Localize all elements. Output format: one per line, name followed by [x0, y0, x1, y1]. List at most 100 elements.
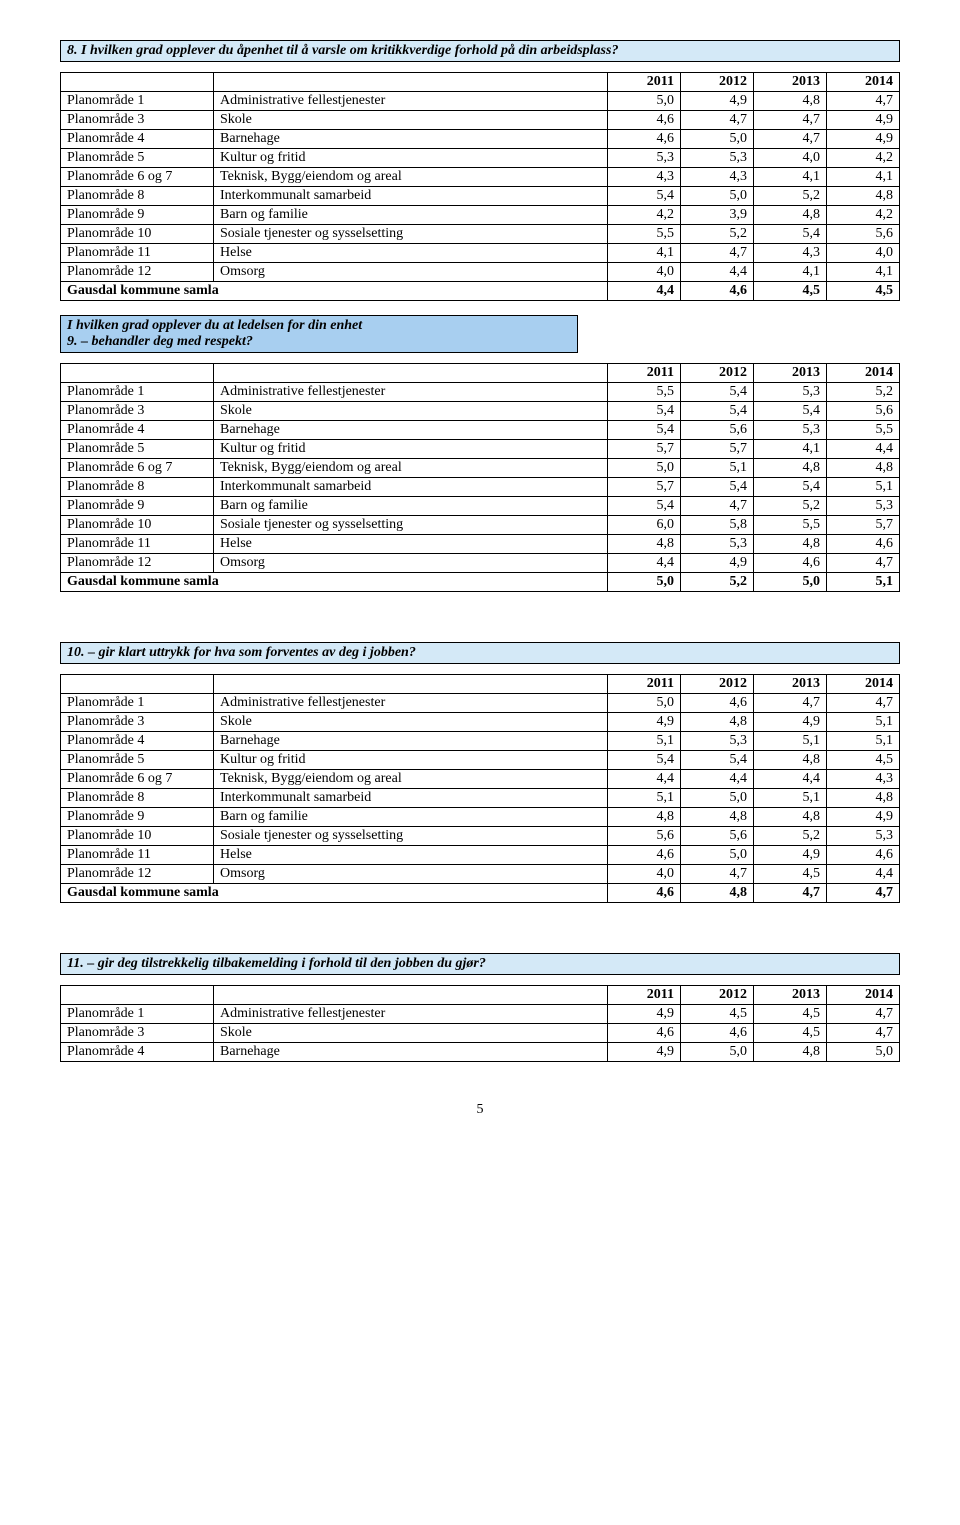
area-key: Planområde 4 — [61, 732, 214, 751]
value-cell: 4,4 — [827, 440, 900, 459]
value-cell: 5,5 — [827, 421, 900, 440]
area-name: Skole — [214, 713, 608, 732]
value-cell: 5,0 — [681, 789, 754, 808]
area-key: Planområde 5 — [61, 149, 214, 168]
value-cell: 5,6 — [827, 402, 900, 421]
value-cell: 4,9 — [608, 1043, 681, 1062]
header-year: 2014 — [827, 675, 900, 694]
table-row: Planområde 9Barn og familie4,23,94,84,2 — [61, 206, 900, 225]
value-cell: 5,5 — [754, 516, 827, 535]
value-cell: 4,7 — [681, 111, 754, 130]
value-cell: 5,4 — [681, 383, 754, 402]
table-q10: 2011 2012 2013 2014 Planområde 1Administ… — [60, 674, 900, 903]
value-cell: 4,6 — [827, 535, 900, 554]
total-value: 4,7 — [754, 884, 827, 903]
table-row: Planområde 3Skole4,94,84,95,1 — [61, 713, 900, 732]
total-row: Gausdal kommune samla4,64,84,74,7 — [61, 884, 900, 903]
area-key: Planområde 3 — [61, 1024, 214, 1043]
value-cell: 5,1 — [827, 478, 900, 497]
value-cell: 5,0 — [681, 846, 754, 865]
header-year: 2013 — [754, 675, 827, 694]
value-cell: 4,9 — [754, 846, 827, 865]
value-cell: 4,3 — [827, 770, 900, 789]
value-cell: 5,4 — [681, 478, 754, 497]
header-year: 2011 — [608, 364, 681, 383]
value-cell: 5,2 — [827, 383, 900, 402]
table-row: Planområde 8Interkommunalt samarbeid5,45… — [61, 187, 900, 206]
value-cell: 4,4 — [827, 865, 900, 884]
value-cell: 4,8 — [754, 206, 827, 225]
area-key: Planområde 11 — [61, 846, 214, 865]
area-key: Planområde 3 — [61, 402, 214, 421]
area-key: Planområde 4 — [61, 421, 214, 440]
value-cell: 5,5 — [608, 383, 681, 402]
value-cell: 4,7 — [827, 694, 900, 713]
table-row: Planområde 11Helse4,65,04,94,6 — [61, 846, 900, 865]
area-name: Teknisk, Bygg/eiendom og areal — [214, 168, 608, 187]
table-row: Planområde 8Interkommunalt samarbeid5,15… — [61, 789, 900, 808]
total-value: 5,2 — [681, 573, 754, 592]
value-cell: 4,1 — [754, 440, 827, 459]
header-empty — [214, 73, 608, 92]
total-value: 4,6 — [681, 282, 754, 301]
area-key: Planområde 3 — [61, 713, 214, 732]
value-cell: 5,0 — [681, 1043, 754, 1062]
header-year: 2011 — [608, 675, 681, 694]
table-row: Planområde 3Skole5,45,45,45,6 — [61, 402, 900, 421]
header-empty — [61, 675, 214, 694]
value-cell: 5,4 — [608, 751, 681, 770]
table-row: Planområde 10Sosiale tjenester og syssel… — [61, 225, 900, 244]
value-cell: 4,2 — [827, 149, 900, 168]
value-cell: 4,1 — [608, 244, 681, 263]
value-cell: 4,2 — [827, 206, 900, 225]
value-cell: 4,6 — [827, 846, 900, 865]
value-cell: 4,9 — [754, 713, 827, 732]
area-name: Barnehage — [214, 421, 608, 440]
area-key: Planområde 10 — [61, 827, 214, 846]
table-q9: 2011 2012 2013 2014 Planområde 1Administ… — [60, 363, 900, 592]
area-name: Teknisk, Bygg/eiendom og areal — [214, 459, 608, 478]
value-cell: 4,9 — [681, 554, 754, 573]
value-cell: 5,1 — [754, 789, 827, 808]
area-name: Barnehage — [214, 732, 608, 751]
area-name: Barn og familie — [214, 497, 608, 516]
value-cell: 5,6 — [681, 827, 754, 846]
area-name: Helse — [214, 846, 608, 865]
value-cell: 4,7 — [681, 865, 754, 884]
header-empty — [214, 986, 608, 1005]
value-cell: 5,2 — [754, 827, 827, 846]
table-row: Planområde 1Administrative fellestjenest… — [61, 1005, 900, 1024]
value-cell: 4,7 — [754, 130, 827, 149]
header-year: 2014 — [827, 986, 900, 1005]
question-9-intro: I hvilken grad opplever du at ledelsen f… — [67, 318, 362, 333]
value-cell: 5,8 — [681, 516, 754, 535]
header-year: 2014 — [827, 73, 900, 92]
value-cell: 4,4 — [681, 770, 754, 789]
area-name: Barn og familie — [214, 808, 608, 827]
area-key: Planområde 5 — [61, 440, 214, 459]
value-cell: 4,9 — [827, 111, 900, 130]
area-name: Administrative fellestjenester — [214, 383, 608, 402]
header-year: 2013 — [754, 986, 827, 1005]
table-row: Planområde 12Omsorg4,04,44,14,1 — [61, 263, 900, 282]
value-cell: 4,6 — [754, 554, 827, 573]
area-name: Interkommunalt samarbeid — [214, 478, 608, 497]
area-key: Planområde 8 — [61, 789, 214, 808]
value-cell: 4,9 — [827, 808, 900, 827]
value-cell: 4,4 — [681, 263, 754, 282]
value-cell: 4,8 — [754, 1043, 827, 1062]
question-9-title: 9. – behandler deg med respekt? — [67, 334, 253, 349]
total-value: 4,5 — [754, 282, 827, 301]
table-row: Planområde 4Barnehage5,45,65,35,5 — [61, 421, 900, 440]
header-year: 2011 — [608, 73, 681, 92]
area-name: Skole — [214, 111, 608, 130]
header-year: 2012 — [681, 986, 754, 1005]
table-row: Planområde 3Skole4,64,64,54,7 — [61, 1024, 900, 1043]
value-cell: 4,8 — [754, 92, 827, 111]
table-row: Planområde 6 og 7Teknisk, Bygg/eiendom o… — [61, 770, 900, 789]
area-key: Planområde 9 — [61, 206, 214, 225]
area-name: Sosiale tjenester og sysselsetting — [214, 516, 608, 535]
value-cell: 4,5 — [681, 1005, 754, 1024]
header-year: 2012 — [681, 675, 754, 694]
question-8-title: 8. I hvilken grad opplever du åpenhet ti… — [60, 40, 900, 62]
